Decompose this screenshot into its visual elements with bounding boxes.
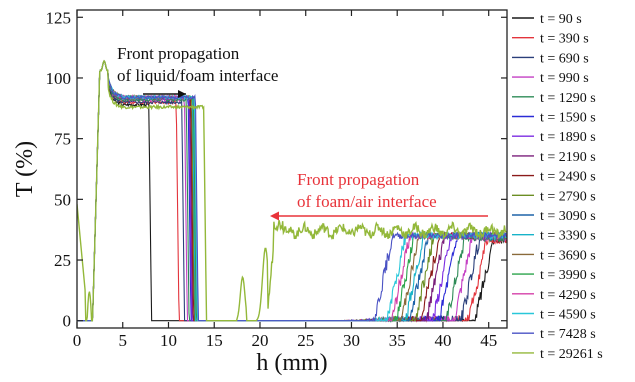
legend-label: t = 1290 s xyxy=(540,91,596,106)
legend-label: t = 3090 s xyxy=(540,209,596,224)
annotation-liquid-foam-line1: Front propagation xyxy=(117,44,240,63)
legend-label: t = 990 s xyxy=(540,71,589,86)
legend-label: t = 2190 s xyxy=(540,150,596,165)
plot-frame xyxy=(76,9,508,329)
x-axis-label: h (mm) xyxy=(256,350,327,376)
x-tick-label: 15 xyxy=(206,331,223,350)
legend-label: t = 3990 s xyxy=(540,268,596,283)
legend-label: t = 1890 s xyxy=(540,130,596,145)
legend-label: t = 2790 s xyxy=(540,189,596,204)
annotation-liquid-foam-line2: of liquid/foam interface xyxy=(117,66,278,85)
legend-label: t = 4290 s xyxy=(540,288,596,303)
legend-label: t = 7428 s xyxy=(540,327,596,342)
x-tick-label: 30 xyxy=(343,331,360,350)
arrow-left-head xyxy=(270,211,279,221)
y-axis-label: T (%) xyxy=(12,141,38,197)
y-tick-label: 125 xyxy=(46,8,72,27)
x-tick-label: 20 xyxy=(251,331,268,350)
y-tick-label: 25 xyxy=(54,251,71,270)
legend-label: t = 3690 s xyxy=(540,248,596,263)
y-tick-label: 100 xyxy=(46,69,72,88)
legend-label: t = 690 s xyxy=(540,51,589,66)
legend-label: t = 29261 s xyxy=(540,347,603,362)
legend: t = 90 s t = 390 s t = 690 s t = 990 s t = 1… xyxy=(512,12,603,362)
legend-label: t = 4590 s xyxy=(540,308,596,323)
annotation-foam-air-line1: Front propagation xyxy=(297,170,420,189)
legend-label: t = 90 s xyxy=(540,12,582,27)
legend-label: t = 2490 s xyxy=(540,170,596,185)
x-tick-label: 35 xyxy=(389,331,406,350)
series-line xyxy=(77,59,507,322)
y-tick-label: 0 xyxy=(63,312,72,331)
axes-layer: 0 5 10 15 20 25 30 35 40 45 0 25 50 75 100 125 h (mm) T (… xyxy=(12,8,507,376)
x-tick-label: 5 xyxy=(118,331,127,350)
arrow-right-head xyxy=(178,90,186,98)
annotation-layer: Front propagation of liquid/foam interfac… xyxy=(117,44,488,221)
x-tick-label: 45 xyxy=(480,331,497,350)
x-tick-label: 25 xyxy=(297,331,314,350)
x-tick-label: 10 xyxy=(160,331,177,350)
x-tick-label: 40 xyxy=(434,331,451,350)
y-tick-label: 50 xyxy=(54,190,71,209)
legend-label: t = 1590 s xyxy=(540,111,596,126)
legend-label: t = 390 s xyxy=(540,32,589,47)
series-line xyxy=(77,59,507,322)
y-tick-label: 75 xyxy=(54,130,71,149)
x-tick-label: 0 xyxy=(73,331,82,350)
series-layer xyxy=(77,59,507,323)
annotation-foam-air-line2: of foam/air interface xyxy=(297,192,437,211)
legend-label: t = 3390 s xyxy=(540,229,596,244)
